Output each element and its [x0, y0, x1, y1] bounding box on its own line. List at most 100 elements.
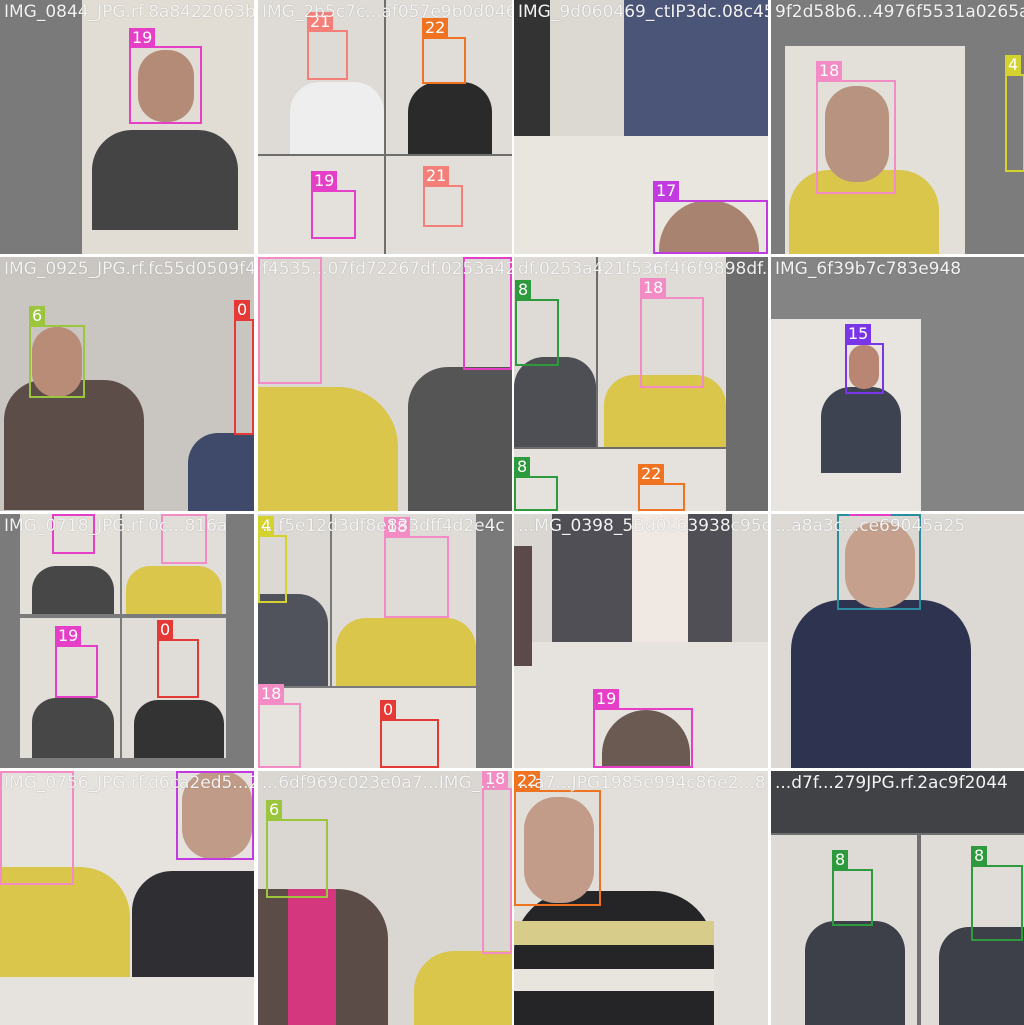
detection-box — [971, 865, 1023, 941]
person-body — [32, 698, 114, 758]
image-caption: IMG_6f39b7c783e948 — [775, 259, 962, 279]
person-body — [514, 546, 532, 666]
image-caption: IMG_0925_JPG.rf.fc55d0509f4535...07fd722… — [4, 259, 254, 279]
detection-box — [176, 771, 254, 860]
image-tile: 10 19 ...a8a3c...ce69045a25 — [771, 514, 1024, 768]
person-body — [126, 566, 222, 614]
detection-box — [482, 788, 512, 954]
person-head — [32, 327, 82, 397]
person-head — [849, 345, 879, 389]
person-body — [514, 969, 714, 991]
detection-box — [307, 30, 348, 80]
person-body — [939, 927, 1024, 1025]
person-head — [138, 50, 194, 122]
detection-box — [832, 869, 873, 926]
person-body — [336, 618, 476, 686]
detection-box — [0, 771, 74, 885]
detection-label: 6 — [266, 800, 283, 819]
detection-box — [161, 514, 207, 564]
detection-box — [311, 190, 356, 239]
image-tile: 19 ...MG_0398_5Bd0f.63938c95c4b3e5165... — [514, 514, 768, 768]
image-caption: IMG_0756_JPG.rf.d6ca2ed5...2d8d4436df96 — [4, 773, 254, 793]
detection-box — [258, 535, 287, 603]
image-caption: f4535...07fd72267df.0253a421f536 — [262, 259, 512, 279]
detection-label: 19 — [311, 171, 338, 190]
detection-label: 18 — [482, 771, 509, 788]
person-body — [288, 889, 336, 1025]
detection-box — [1005, 74, 1024, 172]
person-body — [258, 594, 328, 686]
image-tile: 18 4 9f2d58b6...4976f5531a0265a8e — [771, 0, 1024, 254]
detection-label: 0 — [157, 620, 174, 639]
image-tile: 18 17 IMG_0756_JPG.rf.d6ca2ed5...2d8d443… — [0, 771, 254, 1025]
person-body — [632, 514, 688, 642]
person-body — [514, 921, 714, 945]
detection-box — [653, 200, 768, 254]
image-tile: 6 18 ...6df969c023e0a7...IMG_... — [258, 771, 512, 1025]
detection-label: 0 — [234, 300, 251, 319]
image-tile: 22 ...a7...JPG1985e994c86e2...8 — [514, 771, 768, 1025]
person-body — [821, 387, 901, 473]
person-body — [92, 130, 238, 230]
person-body — [514, 357, 596, 447]
person-body — [414, 951, 512, 1025]
image-tile: 8 18 8 22 df.0253a421f536f4f6f9898df.a6e… — [514, 257, 768, 511]
detection-label: 22 — [422, 18, 449, 37]
detection-box — [422, 37, 466, 84]
person-head — [845, 522, 915, 608]
person-body — [408, 367, 512, 511]
detection-box — [845, 343, 884, 394]
person-body — [4, 380, 144, 510]
image-caption: ...a8a3c...ce69045a25 — [775, 516, 966, 536]
image-tile: 4 18 18 0 ...f5e12d3df8e833dff4d2e4c — [258, 514, 512, 768]
detection-label: 18 — [384, 517, 411, 536]
detection-box — [266, 819, 328, 898]
detection-box — [258, 257, 322, 384]
detection-label: 15 — [845, 324, 872, 343]
detection-box — [849, 514, 891, 516]
detection-label: 4 — [258, 516, 275, 535]
person-body — [0, 867, 130, 977]
detection-box — [52, 514, 95, 554]
detection-box — [816, 80, 896, 194]
detection-box — [638, 483, 685, 511]
person-body — [134, 700, 224, 758]
person-body — [188, 433, 254, 511]
detection-box — [157, 639, 199, 698]
background-wall — [514, 449, 726, 511]
detection-label: 18 — [258, 684, 285, 703]
detection-label: 8 — [832, 850, 849, 869]
detection-box — [29, 325, 85, 398]
image-caption: IMG_0844_JPG.rf.8a8422063b9d5...8e1b0f52… — [4, 2, 254, 22]
detection-label: 19 — [593, 689, 620, 708]
person-head — [182, 771, 252, 859]
detection-label: 19 — [129, 28, 156, 47]
image-caption: ...a7...JPG1985e994c86e2...8 — [518, 773, 766, 793]
detection-label: 18 — [816, 61, 843, 80]
image-caption: IMG_9d060469_ctIP3dc.08c4578256914976f55… — [518, 2, 768, 22]
person-body — [290, 82, 384, 154]
detection-label: 22 — [514, 771, 541, 790]
background-wall — [258, 688, 476, 768]
detection-label: 22 — [638, 464, 665, 483]
person-head — [524, 797, 594, 903]
image-caption: IMG_2b5c7c...af057e9b0d0469_ctIP3dc.08c4… — [262, 2, 512, 22]
detection-label: 21 — [423, 166, 450, 185]
person-head — [825, 86, 889, 182]
person-body — [514, 0, 550, 136]
detection-box — [514, 476, 558, 511]
person-body — [514, 891, 714, 1025]
detection-label: 6 — [29, 306, 46, 325]
image-caption: ...d7f...279JPG.rf.2ac9f2044 — [775, 773, 1008, 793]
person-body — [408, 82, 492, 154]
detection-box — [593, 708, 693, 768]
detection-label: 8 — [971, 846, 988, 865]
detection-label: 4 — [1005, 55, 1022, 74]
person-body — [791, 600, 971, 768]
detection-box — [384, 536, 449, 618]
detection-label: 17 — [653, 181, 680, 200]
detection-label: 18 — [640, 278, 667, 297]
image-tile: 19 18 19 0 IMG_0718_JPG.rf.0c...816a — [0, 514, 254, 768]
detection-label: 8 — [514, 457, 531, 476]
